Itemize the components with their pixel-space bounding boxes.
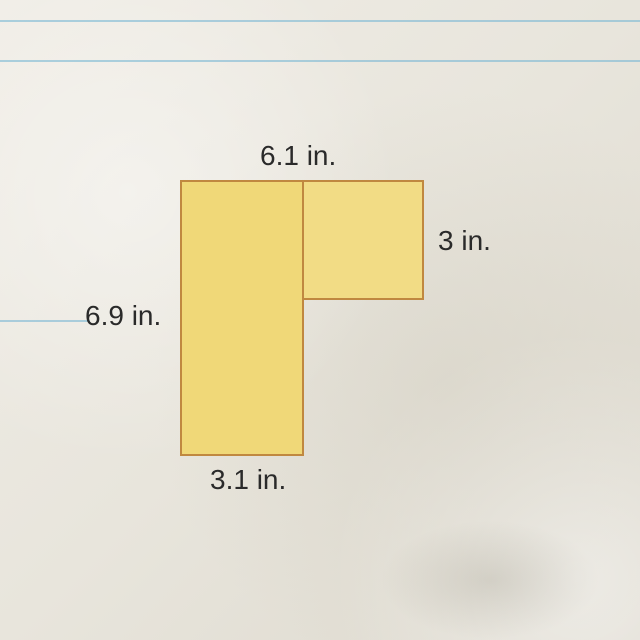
- notebook-rule-line-partial: [0, 320, 90, 322]
- shape-top-right-square: [304, 180, 424, 300]
- shape-inner-divider: [302, 182, 304, 298]
- label-top: 6.1 in.: [260, 140, 336, 172]
- notebook-rule-line: [0, 60, 640, 62]
- label-right: 3 in.: [438, 225, 491, 257]
- label-bottom: 3.1 in.: [210, 464, 286, 496]
- shape-left-column: [180, 180, 304, 456]
- label-left: 6.9 in.: [85, 300, 161, 332]
- page-shadow: [380, 520, 600, 640]
- notebook-rule-line: [0, 20, 640, 22]
